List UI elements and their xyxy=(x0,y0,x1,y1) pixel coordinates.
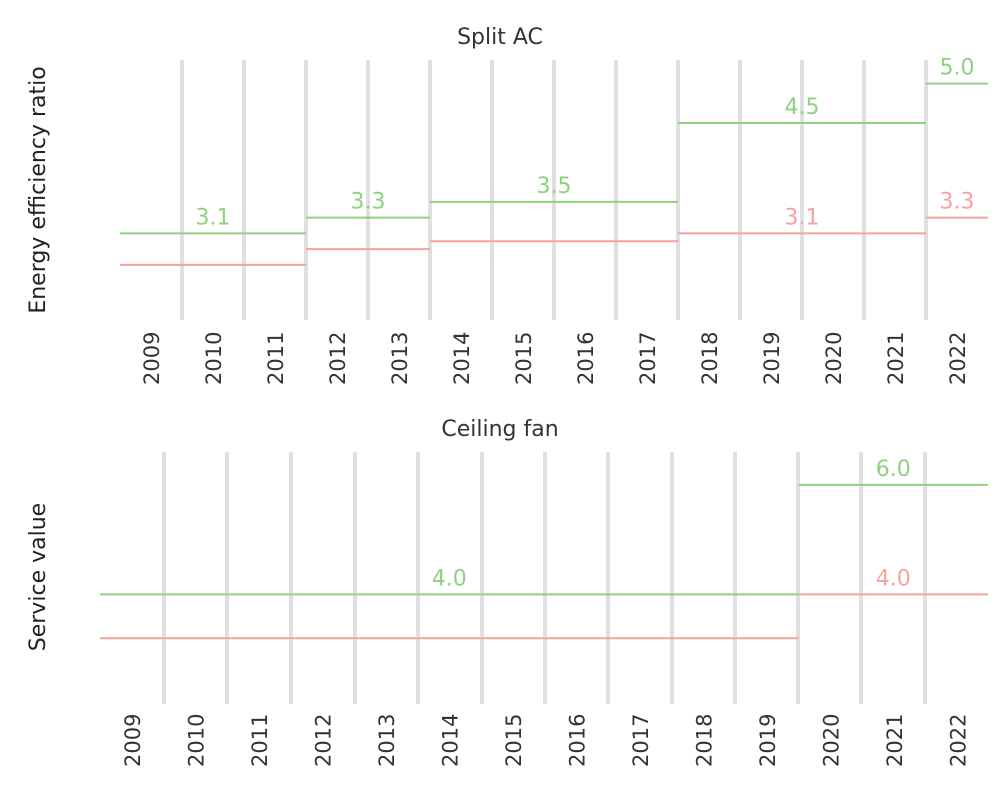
x-tick-label: 2014 xyxy=(438,714,462,767)
data-label: 4.5 xyxy=(785,95,820,120)
panel-ceiling-fan: Ceiling fan Service value 2009 2010 2011 20… xyxy=(26,417,988,767)
x-tick-label: 2013 xyxy=(388,332,412,385)
plot-area: 2009 2010 2011 2012 2013 2014 2015 2016 2017 2018… xyxy=(100,452,988,767)
x-tick-label: 2021 xyxy=(884,332,908,385)
x-tick-label: 2016 xyxy=(565,714,589,767)
panel-split-ac: Split AC Energy efficiency ratio 2009 201… xyxy=(26,25,988,385)
x-tick-label: 2012 xyxy=(311,714,335,767)
data-label: 5.0 xyxy=(940,56,975,81)
x-tick-label: 2013 xyxy=(375,714,399,767)
plot-area: 2009 2010 2011 2012 2013 2014 2015 2016 2017 2018… xyxy=(120,56,988,385)
x-tick-label: 2010 xyxy=(184,714,208,767)
y-axis-label: Service value xyxy=(26,503,51,651)
data-label: 3.1 xyxy=(196,205,231,230)
x-tick-label: 2011 xyxy=(248,714,272,767)
x-tick-label: 2014 xyxy=(450,332,474,385)
data-label: 3.3 xyxy=(940,190,975,215)
panel-title: Ceiling fan xyxy=(441,417,558,442)
x-tick-label: 2012 xyxy=(326,332,350,385)
x-tick-label: 2015 xyxy=(512,332,536,385)
data-label: 4.0 xyxy=(432,566,467,591)
x-tick-label: 2020 xyxy=(819,714,843,767)
x-tick-label: 2018 xyxy=(692,714,716,767)
x-tick-label: 2010 xyxy=(202,332,226,385)
panel-title: Split AC xyxy=(457,25,543,50)
x-tick-label: 2022 xyxy=(946,332,970,385)
x-tick-label: 2016 xyxy=(574,332,598,385)
x-tick-label: 2017 xyxy=(629,714,653,767)
x-tick-label: 2020 xyxy=(822,332,846,385)
x-tick-label: 2022 xyxy=(946,714,970,767)
x-tick-label: 2011 xyxy=(264,332,288,385)
data-label: 4.0 xyxy=(876,566,911,591)
x-tick-label: 2019 xyxy=(756,714,780,767)
x-tick-label: 2017 xyxy=(636,332,660,385)
x-tick-label: 2021 xyxy=(883,714,907,767)
y-axis-label: Energy efficiency ratio xyxy=(26,66,51,313)
x-tick-label: 2018 xyxy=(698,332,722,385)
x-tick-label: 2009 xyxy=(121,714,145,767)
data-label: 3.1 xyxy=(785,205,820,230)
x-tick-label: 2015 xyxy=(502,714,526,767)
data-label: 3.3 xyxy=(351,190,386,215)
x-tick-label: 2009 xyxy=(140,332,164,385)
data-label: 6.0 xyxy=(876,457,911,482)
x-tick-label: 2019 xyxy=(760,332,784,385)
data-label: 3.5 xyxy=(537,174,572,199)
